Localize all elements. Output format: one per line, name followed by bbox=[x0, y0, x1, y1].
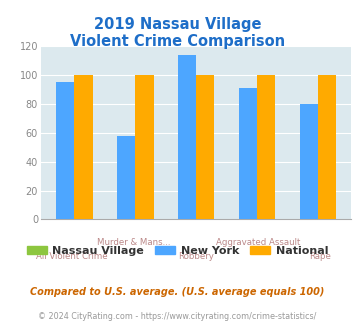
Bar bbox=[135, 75, 153, 219]
Bar bbox=[257, 75, 275, 219]
Bar bbox=[239, 88, 257, 219]
Text: Robbery: Robbery bbox=[178, 252, 214, 261]
Bar bbox=[178, 55, 196, 219]
Bar bbox=[318, 75, 336, 219]
Bar bbox=[117, 136, 135, 219]
Bar bbox=[74, 75, 93, 219]
Text: 2019 Nassau Village: 2019 Nassau Village bbox=[94, 17, 261, 32]
Text: Aggravated Assault: Aggravated Assault bbox=[216, 238, 300, 247]
Text: Compared to U.S. average. (U.S. average equals 100): Compared to U.S. average. (U.S. average … bbox=[30, 287, 325, 297]
Text: Violent Crime Comparison: Violent Crime Comparison bbox=[70, 34, 285, 49]
Bar bbox=[300, 104, 318, 219]
Bar bbox=[56, 82, 74, 219]
Legend: Nassau Village, New York, National: Nassau Village, New York, National bbox=[22, 241, 333, 260]
Text: All Violent Crime: All Violent Crime bbox=[36, 252, 108, 261]
Text: Rape: Rape bbox=[310, 252, 331, 261]
Text: © 2024 CityRating.com - https://www.cityrating.com/crime-statistics/: © 2024 CityRating.com - https://www.city… bbox=[38, 312, 317, 321]
Bar bbox=[196, 75, 214, 219]
Text: Murder & Mans...: Murder & Mans... bbox=[97, 238, 171, 247]
